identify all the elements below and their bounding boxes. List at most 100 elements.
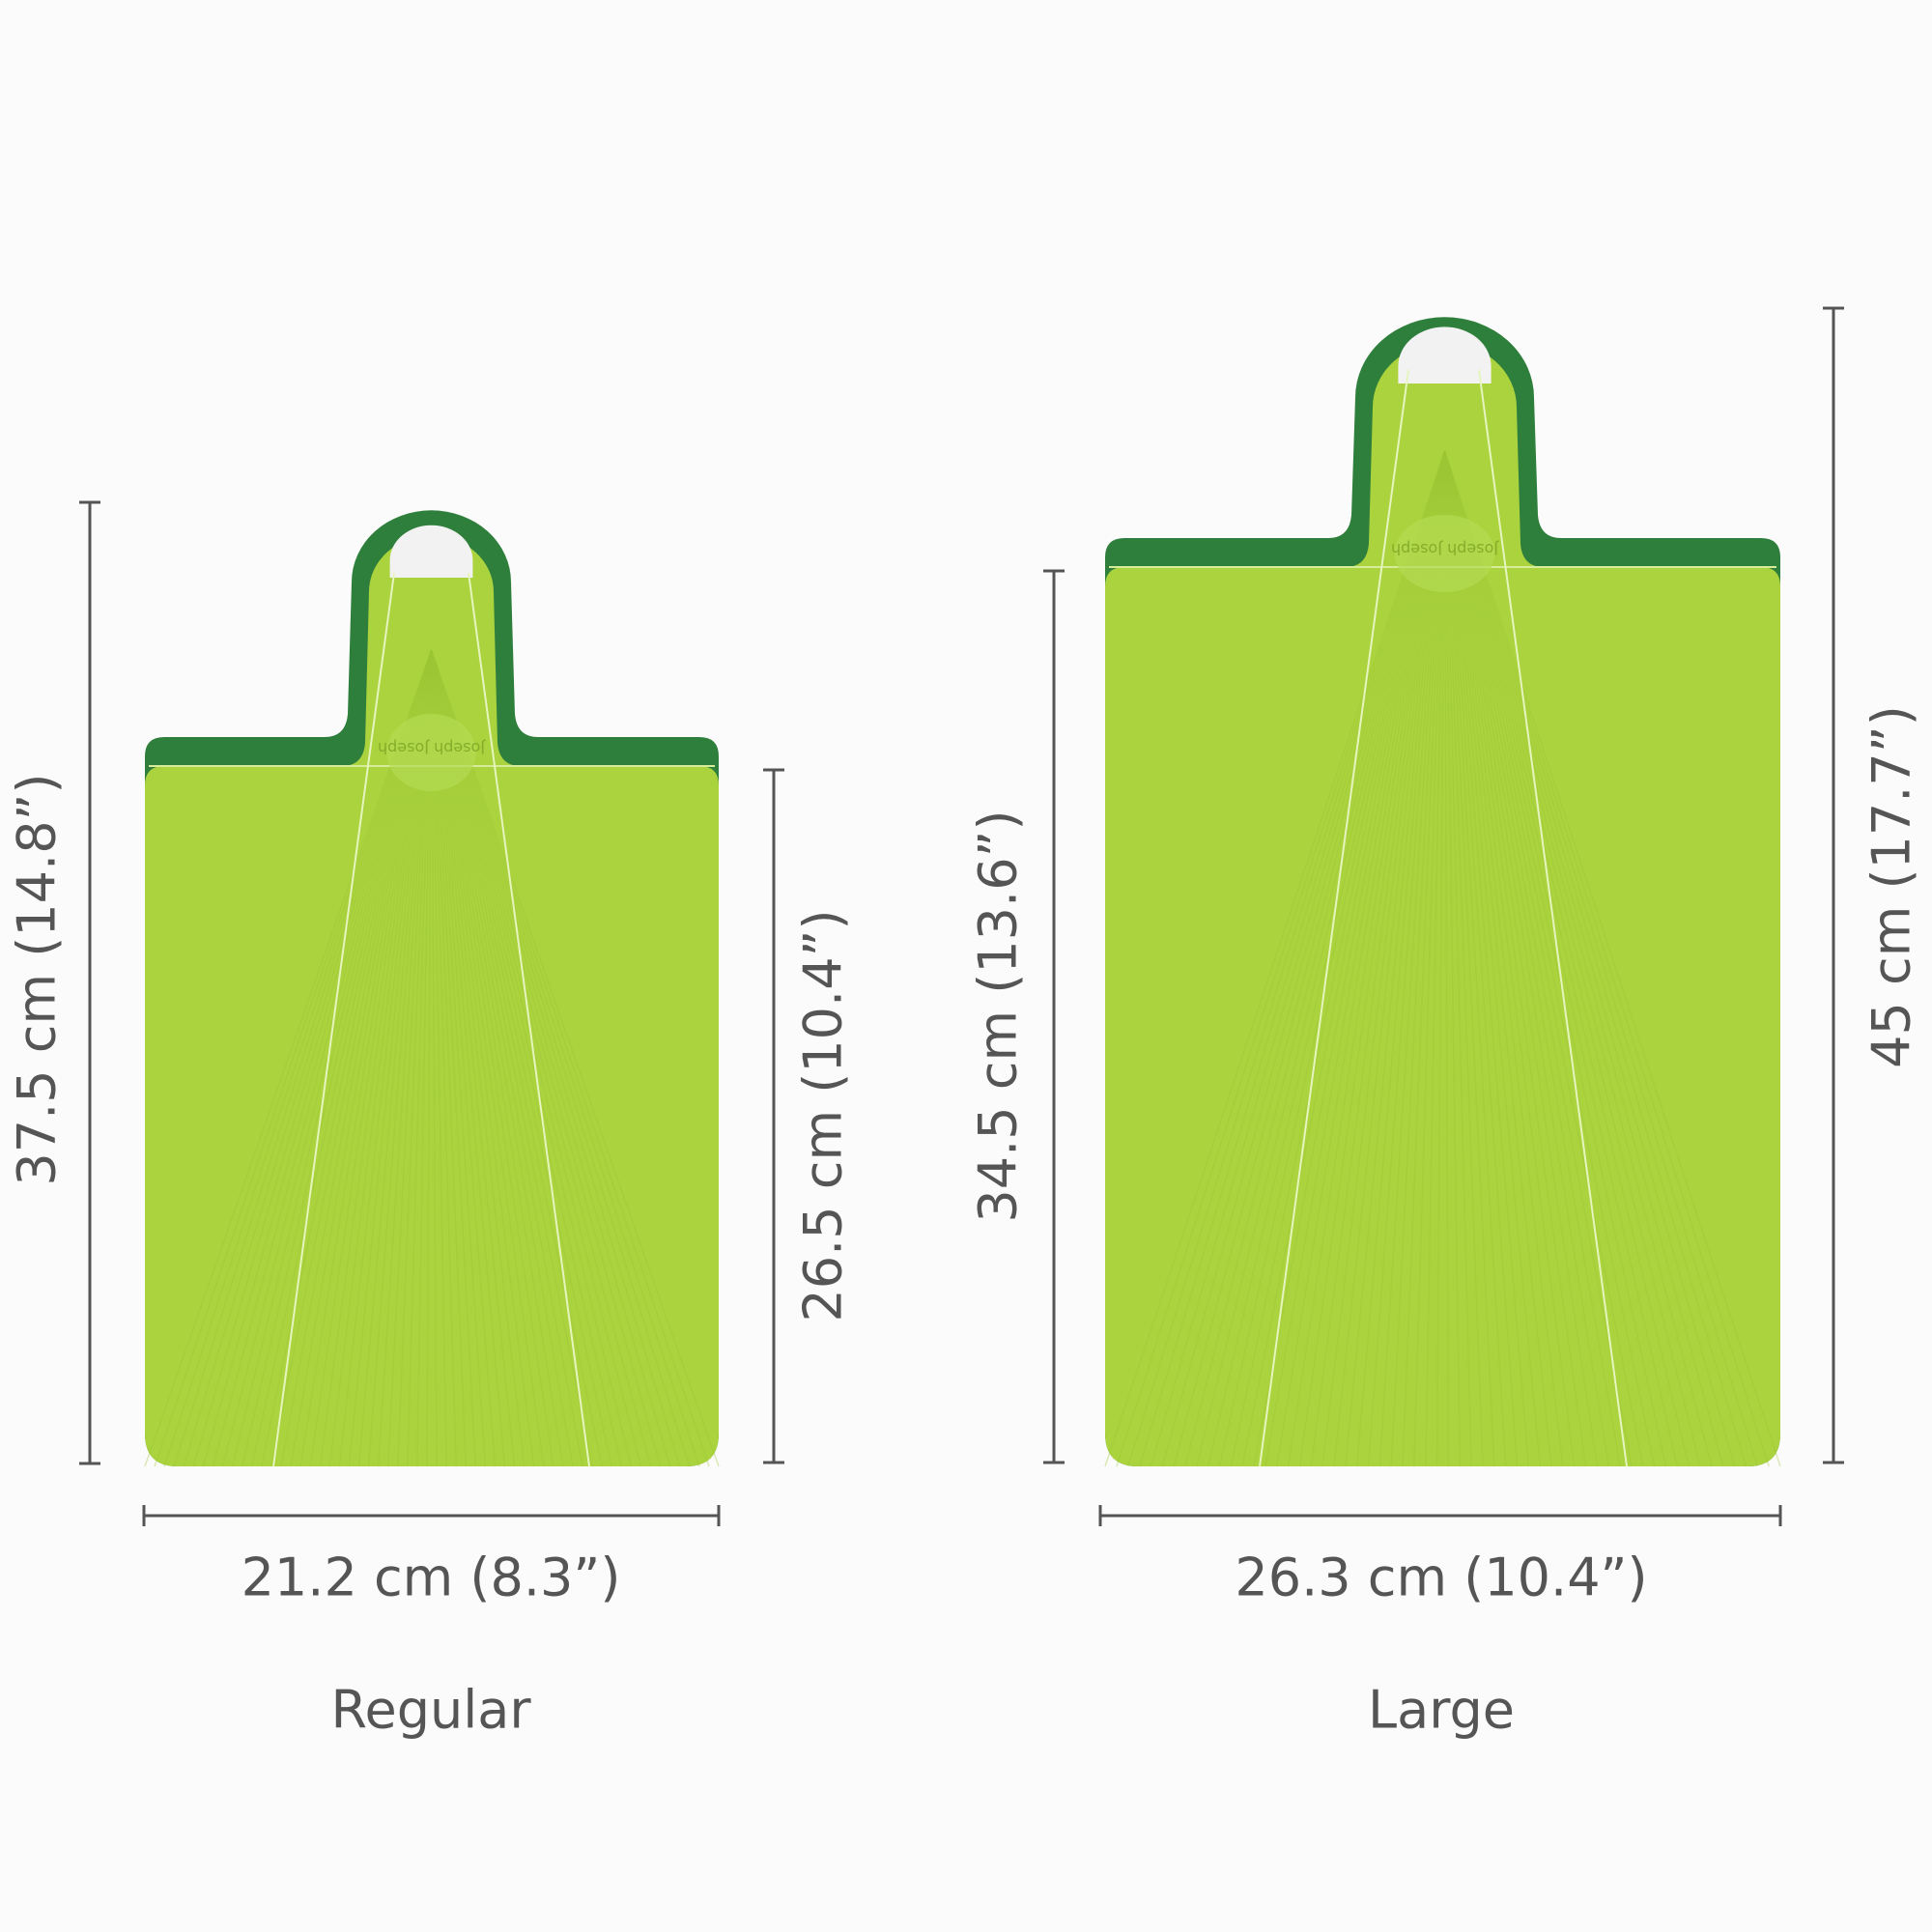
texture-line [1443, 450, 1781, 1467]
texture-line [280, 649, 433, 1467]
texture-line [1443, 450, 1759, 1467]
texture-line [1367, 450, 1446, 1467]
regular-board-height-label: 26.5 cm (10.4”) [792, 909, 854, 1322]
texture-line [1443, 450, 1530, 1467]
texture-line [1138, 450, 1446, 1467]
texture-line [430, 649, 671, 1467]
texture-line [1173, 450, 1446, 1467]
texture-line [1298, 450, 1446, 1467]
texture-line [212, 649, 433, 1467]
texture-line [163, 649, 433, 1467]
texture-line [1443, 450, 1462, 1467]
regular-total-height-label: 37.5 cm (14.8”) [6, 773, 68, 1186]
texture-line [430, 649, 700, 1467]
texture-line [430, 649, 564, 1467]
texture-line [430, 649, 574, 1467]
texture-line [1443, 450, 1656, 1467]
texture-line [221, 649, 433, 1467]
texture-line [270, 649, 433, 1467]
texture-line [183, 649, 433, 1467]
texture-line [1443, 450, 1644, 1467]
texture-line [430, 649, 720, 1467]
texture-line [1443, 450, 1552, 1467]
texture-line [1310, 450, 1446, 1467]
texture-line [1264, 450, 1446, 1467]
texture-line [173, 649, 433, 1467]
texture-line [154, 649, 433, 1467]
texture-line [1435, 450, 1446, 1467]
texture-line [231, 649, 433, 1467]
texture-line [144, 649, 433, 1467]
fold-line-left [272, 572, 395, 1467]
texture-line [1443, 450, 1484, 1467]
fold-line-left [1259, 369, 1409, 1467]
board-regular: Joseph Joseph [144, 510, 720, 1467]
board-surface [1105, 342, 1780, 1467]
texture-line [1443, 450, 1587, 1467]
texture-line [1413, 450, 1446, 1467]
texture-line [430, 649, 662, 1467]
texture-line [1161, 450, 1446, 1467]
texture-line [1443, 450, 1541, 1467]
texture-line [430, 649, 623, 1467]
texture-line [1207, 450, 1446, 1467]
texture-line [1443, 450, 1495, 1467]
texture-line [1443, 450, 1610, 1467]
texture-line [251, 649, 433, 1467]
texture-line [1443, 450, 1519, 1467]
texture-line [1443, 450, 1599, 1467]
texture-line [1345, 450, 1446, 1467]
texture-line [430, 649, 612, 1467]
texture-line [1241, 450, 1446, 1467]
texture-line [1287, 450, 1446, 1467]
texture-line [1402, 450, 1446, 1467]
fold-line-right [1478, 369, 1628, 1467]
texture-line [1443, 450, 1633, 1467]
texture-line [1424, 450, 1446, 1467]
texture-line [261, 649, 433, 1467]
hanging-loop-hole [389, 525, 473, 578]
texture-line [1390, 450, 1446, 1467]
texture-line [1443, 450, 1690, 1467]
texture-line [430, 649, 593, 1467]
regular-size-name: Regular [330, 1679, 531, 1741]
texture-line [430, 649, 642, 1467]
board-surface [145, 535, 719, 1466]
texture-line [1218, 450, 1446, 1467]
logo-badge [386, 714, 476, 791]
texture-line [1443, 450, 1564, 1467]
texture-line [1443, 450, 1621, 1467]
texture-line [1443, 450, 1667, 1467]
texture-line [1443, 450, 1472, 1467]
large-width-label: 26.3 cm (10.4”) [1235, 1547, 1648, 1608]
texture-line [1443, 450, 1736, 1467]
texture-line [430, 649, 583, 1467]
joseph-joseph-logo: Joseph Joseph [1391, 540, 1499, 558]
texture-line [1378, 450, 1446, 1467]
texture-line [202, 649, 433, 1467]
texture-line [1253, 450, 1446, 1467]
texture-line [192, 649, 433, 1467]
texture-line [1275, 450, 1446, 1467]
texture-line [1443, 450, 1450, 1467]
texture-line [1184, 450, 1446, 1467]
texture-line [430, 649, 633, 1467]
large-size-name: Large [1368, 1679, 1515, 1741]
board-large: Joseph Joseph [1104, 317, 1781, 1467]
texture-line [1443, 450, 1576, 1467]
texture-line [430, 649, 691, 1467]
texture-line [430, 649, 652, 1467]
texture-line [1104, 450, 1446, 1467]
texture-line [1443, 450, 1679, 1467]
texture-line [241, 649, 433, 1467]
joseph-joseph-logo: Joseph Joseph [378, 739, 486, 757]
texture-line [1150, 450, 1446, 1467]
large-board-height-label: 34.5 cm (13.6”) [967, 810, 1029, 1223]
hanging-loop-hole [1398, 327, 1492, 384]
large-total-height-label: 45 cm (17.7”) [1861, 705, 1922, 1068]
texture-line [1443, 450, 1701, 1467]
texture-line [1443, 450, 1507, 1467]
texture-line [1230, 450, 1446, 1467]
